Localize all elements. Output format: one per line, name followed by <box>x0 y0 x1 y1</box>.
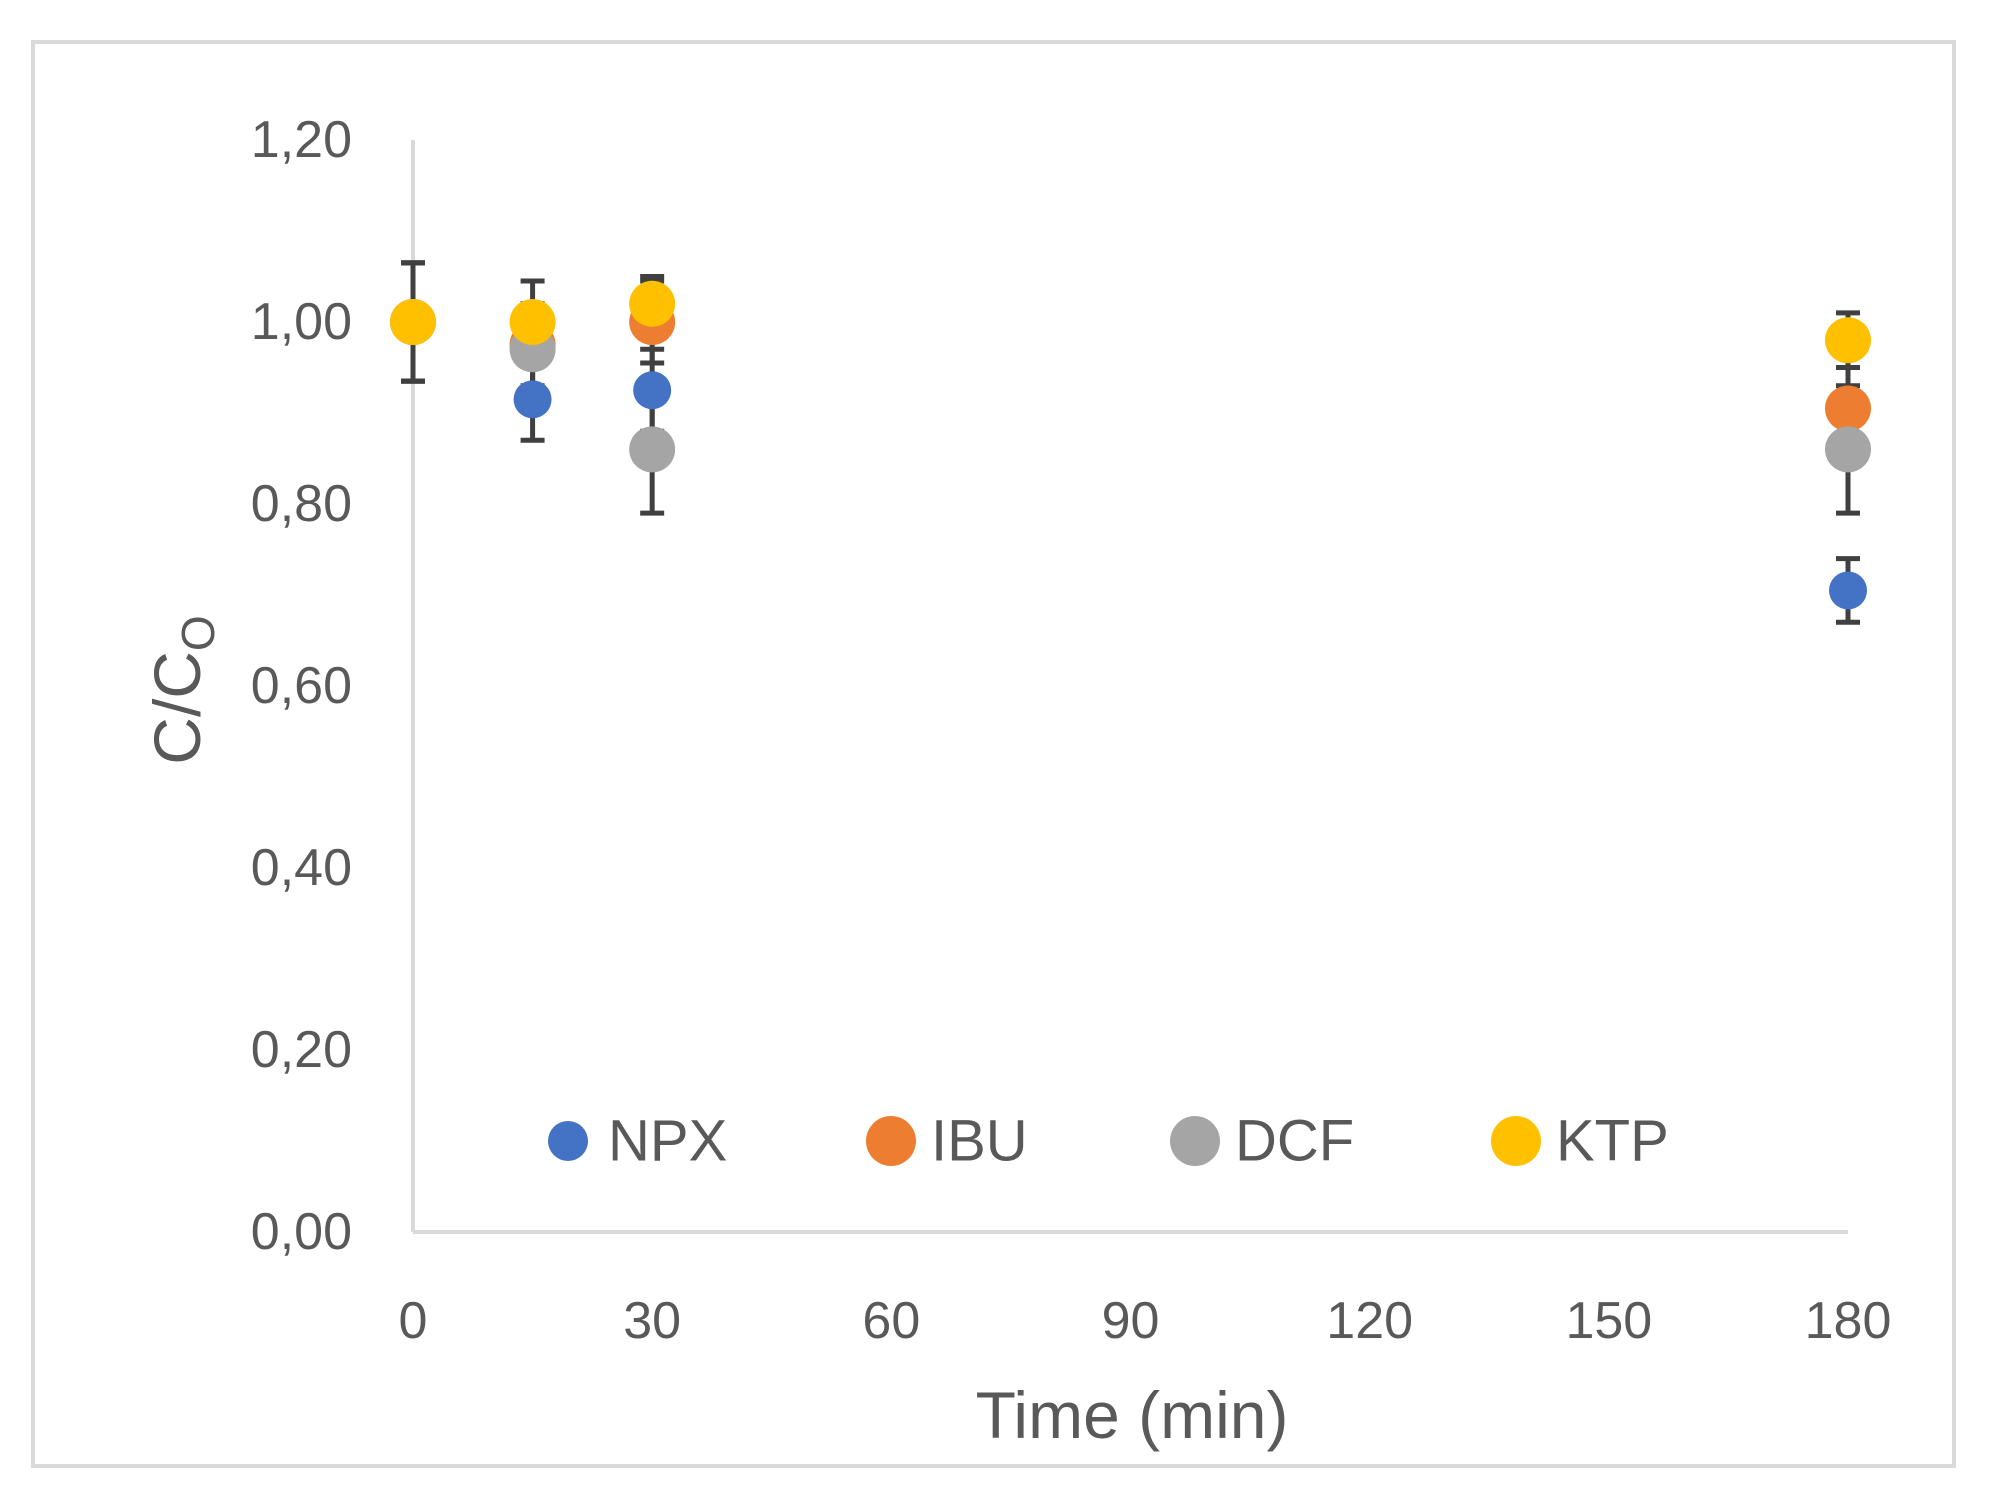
legend-item-npx: NPX <box>548 1109 727 1174</box>
legend-item-ktp: KTP <box>1491 1109 1669 1174</box>
x-tick-label: 60 <box>862 1292 920 1350</box>
data-point-dcf <box>629 426 676 473</box>
legend-marker <box>548 1121 588 1161</box>
data-point-ktp <box>629 280 676 327</box>
y-tick-label: 0,40 <box>251 839 352 897</box>
y-tick-label: 0,00 <box>251 1203 352 1261</box>
y-tick-label: 1,20 <box>251 111 352 169</box>
y-axis-title-subscript: O <box>172 615 224 651</box>
data-point-npx <box>513 380 552 419</box>
legend-label: KTP <box>1556 1109 1669 1174</box>
y-tick-label: 0,80 <box>251 475 352 533</box>
x-axis-title: Time (min) <box>976 1378 1289 1452</box>
y-axis-title-main: C/C <box>140 651 214 765</box>
axes <box>411 140 1848 1234</box>
error-bars <box>401 260 1860 625</box>
legend-item-dcf: DCF <box>1170 1109 1354 1174</box>
legend-label: DCF <box>1235 1109 1354 1174</box>
x-tick-label: 30 <box>623 1292 681 1350</box>
data-point-npx <box>633 371 672 410</box>
y-tick-label: 0,60 <box>251 657 352 715</box>
x-tick-label: 120 <box>1326 1292 1413 1350</box>
data-point-npx <box>1829 571 1867 610</box>
legend: NPX IBU DCF KTP <box>548 1109 1669 1174</box>
data-point-ktp <box>1825 317 1871 364</box>
legend-marker <box>1491 1116 1541 1166</box>
data-point-ktp <box>390 299 436 345</box>
x-tick-labels: 0 30 60 90 120 150 180 <box>399 1292 1892 1350</box>
data-markers <box>390 280 1871 610</box>
x-tick-label: 180 <box>1805 1292 1892 1350</box>
x-tick-label: 90 <box>1102 1292 1160 1350</box>
y-tick-labels: 0,00 0,20 0,40 0,60 0,80 1,00 1,20 <box>251 111 352 1261</box>
y-tick-label: 1,00 <box>251 293 352 351</box>
x-tick-label: 0 <box>399 1292 428 1350</box>
legend-label: NPX <box>608 1109 727 1174</box>
y-tick-label: 0,20 <box>251 1021 352 1079</box>
legend-marker <box>866 1116 916 1166</box>
y-axis-title: C/CO <box>140 615 224 764</box>
x-tick-label: 150 <box>1565 1292 1652 1350</box>
legend-marker <box>1170 1116 1220 1166</box>
legend-item-ibu: IBU <box>866 1109 1028 1174</box>
legend-label: IBU <box>931 1109 1028 1174</box>
data-point-ktp <box>509 299 556 345</box>
data-point-ibu <box>1825 385 1871 432</box>
data-point-dcf <box>1825 426 1871 473</box>
